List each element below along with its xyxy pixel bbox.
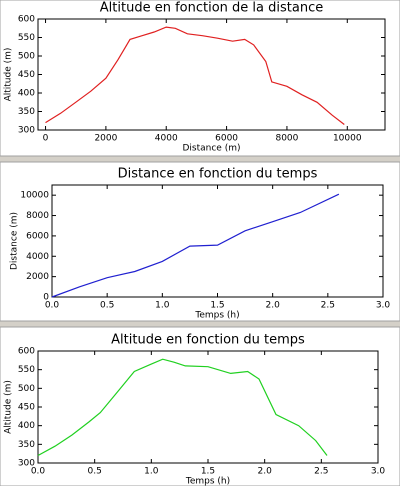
x-axis-label: Temps (h) [194,311,239,321]
y-tick-label: 450 [18,70,35,80]
y-tick-label: 350 [18,107,35,117]
chart-title: Altitude en fonction du temps [111,333,305,348]
x-tick-label: 10000 [333,134,362,144]
x-tick-label: 2.5 [314,467,328,477]
y-tick-label: 500 [18,384,35,394]
y-tick-label: 2000 [26,272,49,282]
y-tick-label: 300 [18,459,35,469]
y-tick-label: 8000 [26,211,49,221]
y-axis-label: Altitude (m) [4,380,14,434]
x-tick-label: 6000 [215,134,238,144]
x-axis-label: Temps (h) [185,477,230,486]
x-tick-label: 1.0 [144,467,159,477]
x-tick-label: 0.0 [31,467,46,477]
x-tick-label: 1.5 [201,467,215,477]
plot-frame [37,18,386,131]
y-tick-label: 550 [18,33,35,43]
x-tick-label: 2000 [94,134,117,144]
x-tick-label: 0.5 [88,467,102,477]
y-tick-label: 0 [43,293,49,303]
y-tick-label: 400 [18,421,35,431]
y-tick-label: 600 [18,15,35,25]
y-tick-label: 450 [18,403,35,413]
plot-frame [37,350,379,464]
x-tick-label: 8000 [275,134,298,144]
x-tick-label: 2.5 [321,301,335,311]
y-tick-label: 10000 [20,191,49,201]
x-tick-label: 0.5 [100,301,114,311]
y-tick-label: 350 [18,440,35,450]
data-line [45,26,345,125]
x-tick-label: 2.0 [258,467,273,477]
y-tick-label: 300 [18,126,35,136]
y-tick-label: 500 [18,52,35,62]
y-axis-label: Distance (m) [10,212,20,270]
y-tick-label: 400 [18,89,35,99]
y-axis-label: Altitude (m) [4,48,14,102]
x-tick-label: 3.0 [376,301,391,311]
x-tick-label: 1.5 [210,301,224,311]
x-axis-label: Distance (m) [182,144,240,154]
y-tick-label: 550 [18,365,35,375]
x-tick-label: 0.0 [45,301,60,311]
x-tick-label: 3.0 [371,467,386,477]
x-tick-label: 1.0 [155,301,170,311]
y-tick-label: 4000 [26,252,49,262]
x-tick-label: 0 [43,134,49,144]
y-tick-label: 600 [18,347,35,357]
plot-frame [51,184,384,298]
data-line [37,358,328,457]
chart-title: Distance en fonction du temps [118,167,318,182]
x-tick-label: 2.0 [266,301,281,311]
chart-title: Altitude en fonction de la distance [100,1,323,16]
y-tick-label: 6000 [26,231,49,241]
data-line [51,193,340,298]
x-tick-label: 4000 [155,134,178,144]
